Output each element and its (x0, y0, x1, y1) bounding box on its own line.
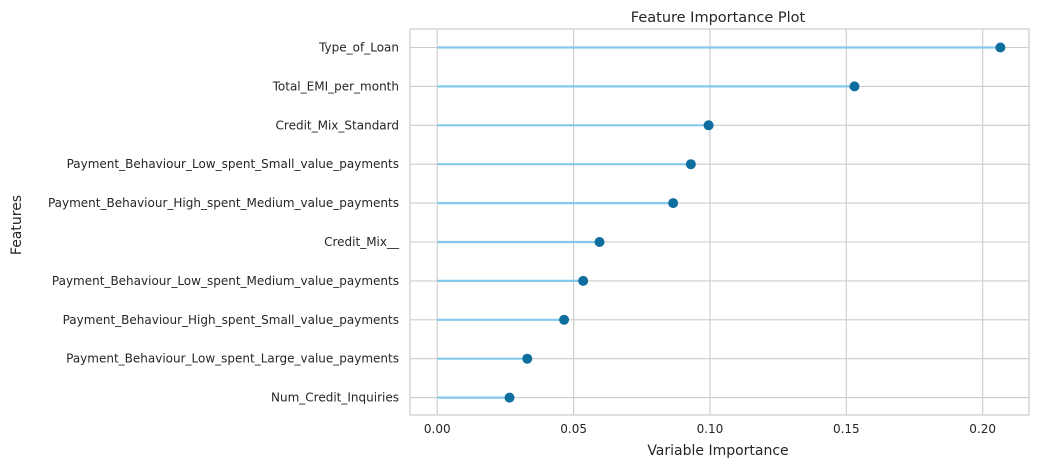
x-tick-label: 0.10 (697, 422, 724, 436)
y-tick-label: Payment_Behaviour_High_spent_Medium_valu… (48, 196, 399, 210)
y-tick-label: Credit_Mix__ (324, 235, 400, 249)
stem-layer (437, 46, 1001, 399)
x-axis-label: Variable Importance (647, 443, 788, 459)
y-tick-label: Payment_Behaviour_Low_spent_Small_value_… (67, 157, 399, 171)
y-tick-label: Payment_Behaviour_Low_spent_Medium_value… (52, 274, 399, 288)
lollipop-marker (995, 42, 1006, 53)
x-tick-labels: 0.00 0.05 0.10 0.15 0.20 (424, 422, 996, 436)
y-tick-label: Credit_Mix_Standard (276, 118, 399, 132)
lollipop-marker (668, 198, 679, 209)
x-tick-label: 0.05 (560, 422, 587, 436)
lollipop-marker (594, 237, 605, 247)
y-tick-label: Num_Credit_Inquiries (271, 391, 399, 405)
lollipop-marker (578, 275, 589, 286)
lollipop-marker (703, 120, 714, 131)
lollipop-marker (559, 314, 570, 325)
chart-title: Feature Importance Plot (631, 10, 806, 26)
y-tick-label: Total_EMI_per_month (272, 79, 399, 93)
y-axis-label: Features (9, 195, 25, 255)
y-tick-label: Payment_Behaviour_Low_spent_Large_value_… (66, 352, 399, 366)
lollipop-marker (685, 159, 696, 170)
y-tick-label: Payment_Behaviour_High_spent_Small_value… (63, 313, 399, 327)
y-tick-labels: Type_of_Loan Total_EMI_per_month Credit_Mi… (48, 41, 400, 405)
lollipop-marker (849, 81, 860, 92)
x-tick-label: 0.20 (969, 422, 996, 436)
lollipop-marker (504, 392, 515, 403)
marker-layer (504, 42, 1006, 403)
y-tick-label: Type_of_Loan (318, 41, 399, 55)
lollipop-marker (522, 353, 533, 364)
x-tick-label: 0.00 (424, 422, 451, 436)
plot-frame (409, 28, 1030, 416)
x-tick-label: 0.15 (833, 422, 860, 436)
